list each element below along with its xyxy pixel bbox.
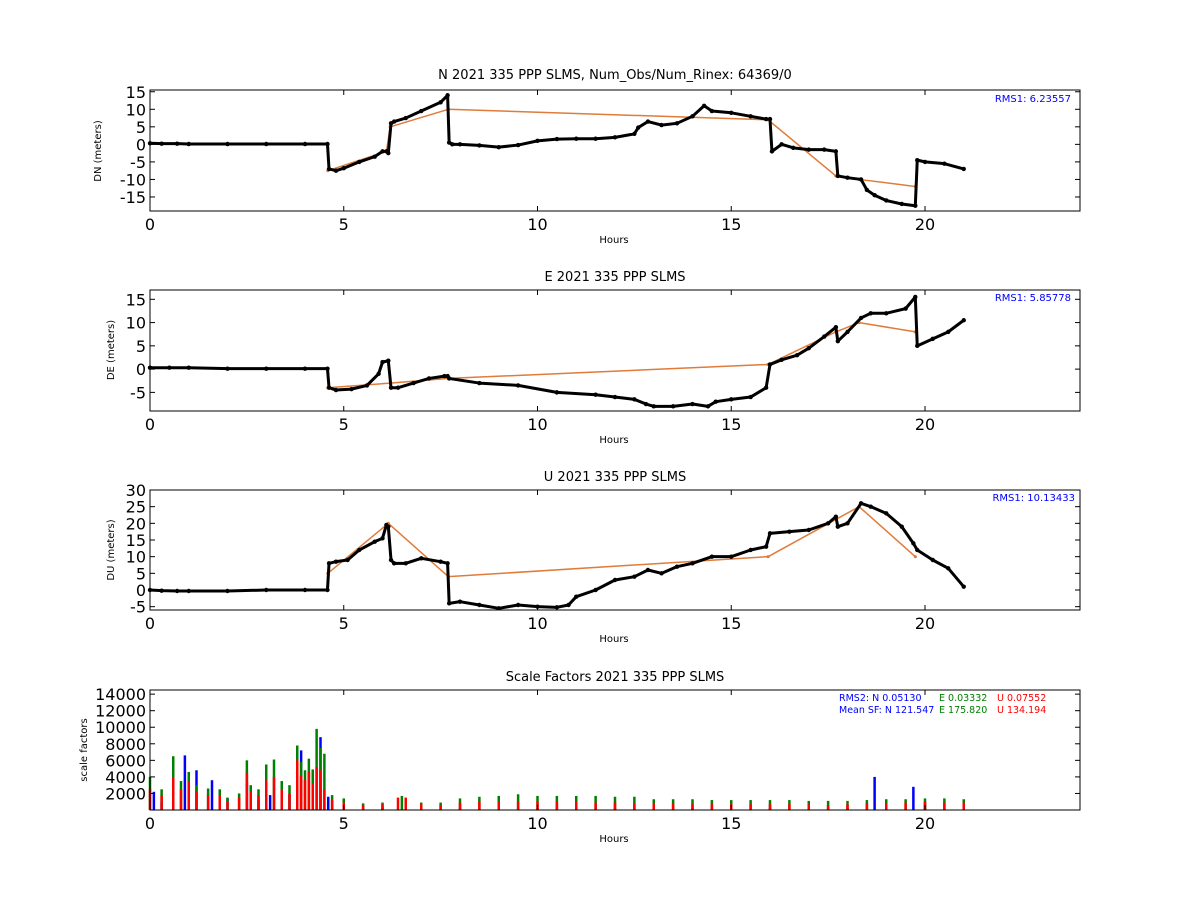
panel-u-ytick-label-25: 25 bbox=[126, 498, 146, 517]
panel-n-ytick-label-15: 15 bbox=[126, 83, 146, 102]
sf-rms2-u: U 0.07552 bbox=[997, 693, 1046, 704]
panel-sf-ytick-label-8000: 8000 bbox=[105, 735, 146, 754]
panel-u-title: U 2021 335 PPP SLMS bbox=[544, 470, 686, 485]
panel-sf-axes-frame bbox=[149, 689, 1081, 811]
panel-n-ytick-label--10: -10 bbox=[120, 170, 146, 189]
panel-u-ytick-label-0: 0 bbox=[136, 581, 146, 600]
panel-n-axes-frame bbox=[149, 89, 1081, 212]
panel-u-xtick-label-0: 0 bbox=[145, 614, 155, 633]
panel-sf-ytick-label-6000: 6000 bbox=[105, 751, 146, 770]
e-trace-s1 bbox=[150, 295, 965, 408]
sf-mean-n: Mean SF: N 121.547 bbox=[839, 705, 934, 716]
panel-n-rms-annotation: RMS1: 6.23557 bbox=[995, 94, 1071, 105]
panel-sf-xtick-label-5: 5 bbox=[339, 814, 349, 833]
panel-sf-xtick-label-10: 10 bbox=[527, 814, 547, 833]
panel-e-xtick-label-5: 5 bbox=[339, 415, 349, 434]
panel-e-xtick-label-0: 0 bbox=[145, 415, 155, 434]
n-trace-s1 bbox=[149, 93, 965, 208]
panel-e-xtick-label-20: 20 bbox=[915, 415, 935, 434]
panel-n-xtick-label-15: 15 bbox=[721, 215, 741, 234]
panel-e-title: E 2021 335 PPP SLMS bbox=[544, 270, 685, 285]
panel-n-ytick-label--5: -5 bbox=[130, 153, 146, 172]
sf-rms2-n: RMS2: N 0.05130 bbox=[839, 693, 922, 704]
u-trace-s0 bbox=[327, 505, 916, 578]
panel-n-ytick-label-0: 0 bbox=[136, 135, 146, 154]
panel-u-xtick-label-20: 20 bbox=[915, 614, 935, 633]
panel-u-xtick-label-10: 10 bbox=[527, 614, 547, 633]
panel-e-ytick-label-0: 0 bbox=[136, 360, 146, 379]
panel-sf-ytick-label-2000: 2000 bbox=[105, 784, 146, 803]
panel-sf-ylabel: scale factors bbox=[79, 718, 90, 781]
u-trace-s1 bbox=[149, 501, 965, 610]
panel-sf-xtick-label-0: 0 bbox=[145, 814, 155, 833]
panel-sf-ytick-label-4000: 4000 bbox=[105, 768, 146, 787]
panel-e-ytick-label-5: 5 bbox=[136, 337, 146, 356]
panel-n-ylabel: DN (meters) bbox=[93, 120, 104, 182]
panel-u-axes-frame bbox=[149, 489, 1081, 611]
panel-n-title: N 2021 335 PPP SLMS, Num_Obs/Num_Rinex: … bbox=[438, 68, 792, 83]
panel-u-ytick-label-5: 5 bbox=[136, 564, 146, 583]
panel-e-xlabel: Hours bbox=[599, 435, 628, 446]
panel-sf-annotations: RMS2: N 0.05130 E 0.03332 U 0.07552 Mean… bbox=[839, 693, 1046, 716]
panel-u-xtick-label-5: 5 bbox=[339, 614, 349, 633]
sf-mean-e: E 175.820 bbox=[939, 705, 987, 716]
panel-n: N 2021 335 PPP SLMS, Num_Obs/Num_Rinex: … bbox=[93, 68, 1081, 246]
panel-u: U 2021 335 PPP SLMS DU (meters) Hours RM… bbox=[106, 470, 1081, 645]
panel-e-ylabel: DE (meters) bbox=[106, 320, 117, 380]
panel-e-rms-annotation: RMS1: 5.85778 bbox=[995, 293, 1071, 304]
panel-sf-ytick-label-12000: 12000 bbox=[95, 702, 146, 721]
panel-n-ytick-label--15: -15 bbox=[120, 188, 146, 207]
panel-n-xtick-label-20: 20 bbox=[915, 215, 935, 234]
panel-u-ytick-label-20: 20 bbox=[126, 514, 146, 533]
sf-rms2-e: E 0.03332 bbox=[939, 693, 987, 704]
panel-u-xlabel: Hours bbox=[599, 634, 628, 645]
panel-e: E 2021 335 PPP SLMS DE (meters) Hours RM… bbox=[106, 270, 1081, 446]
panel-n-ytick-label-10: 10 bbox=[126, 100, 146, 119]
panel-n-xtick-label-5: 5 bbox=[339, 215, 349, 234]
panel-e-ytick-label-10: 10 bbox=[126, 314, 146, 333]
panel-e-ytick-label-15: 15 bbox=[126, 290, 146, 309]
panel-sf-ytick-label-14000: 14000 bbox=[95, 685, 146, 704]
panel-e-ytick-label--5: -5 bbox=[130, 383, 146, 402]
panel-n-xlabel: Hours bbox=[599, 235, 628, 246]
panel-u-ytick-label--5: -5 bbox=[130, 598, 146, 617]
panel-sf-xtick-label-15: 15 bbox=[721, 814, 741, 833]
panel-scale-factors: Scale Factors 2021 335 PPP SLMS scale fa… bbox=[79, 670, 1081, 845]
panel-n-ytick-label-5: 5 bbox=[136, 118, 146, 137]
panel-sf-xtick-label-20: 20 bbox=[915, 814, 935, 833]
panel-e-xtick-label-15: 15 bbox=[721, 415, 741, 434]
panel-sf-title: Scale Factors 2021 335 PPP SLMS bbox=[506, 670, 725, 685]
panel-u-ylabel: DU (meters) bbox=[106, 519, 117, 580]
panel-u-ytick-label-15: 15 bbox=[126, 531, 146, 550]
panel-n-xtick-label-0: 0 bbox=[145, 215, 155, 234]
panel-e-axes-frame bbox=[149, 289, 1081, 412]
panel-sf-xlabel: Hours bbox=[599, 834, 628, 845]
panel-u-rms-annotation: RMS1: 10.13433 bbox=[992, 493, 1075, 504]
panel-u-ytick-label-30: 30 bbox=[126, 481, 146, 500]
sf-mean-u: U 134.194 bbox=[997, 705, 1046, 716]
panel-sf-ytick-label-10000: 10000 bbox=[95, 718, 146, 737]
panel-n-xtick-label-10: 10 bbox=[527, 215, 547, 234]
panel-u-xtick-label-15: 15 bbox=[721, 614, 741, 633]
panel-u-ytick-label-10: 10 bbox=[126, 548, 146, 567]
panel-e-xtick-label-10: 10 bbox=[527, 415, 547, 434]
